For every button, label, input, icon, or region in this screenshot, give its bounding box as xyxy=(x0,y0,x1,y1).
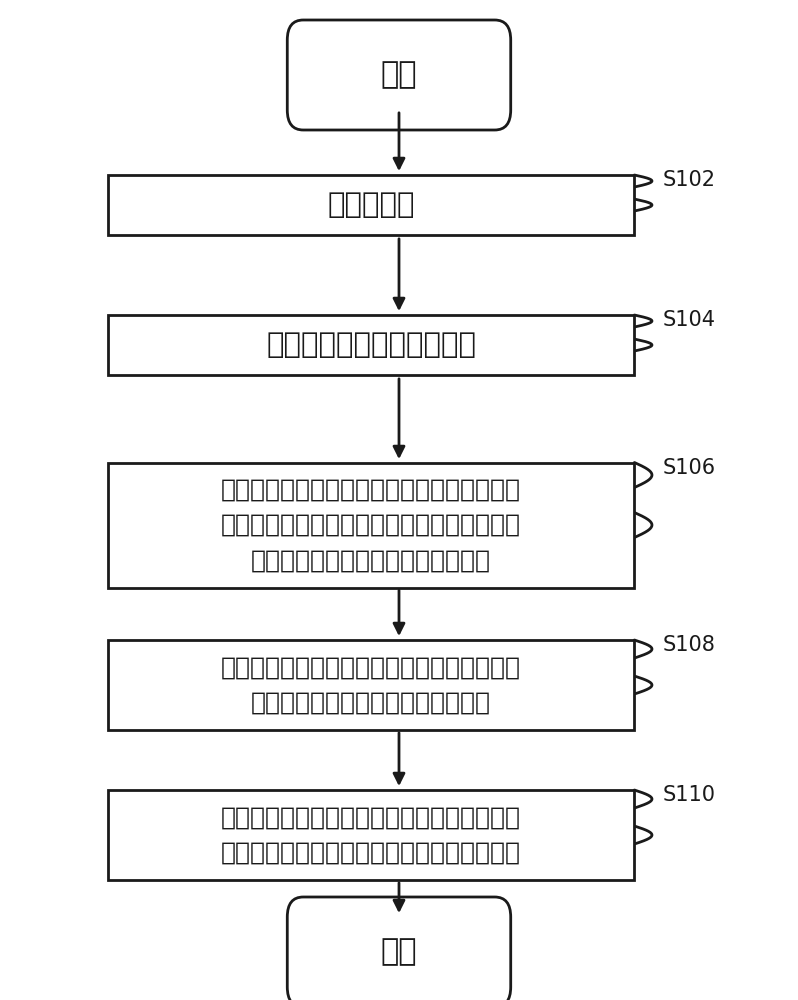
Bar xyxy=(108,315,634,375)
Text: S102: S102 xyxy=(662,170,715,190)
Text: 基于样本集，通过线性回归方式确定出与事件
结果参数相关的至少一个线性自变量: 基于样本集，通过线性回归方式确定出与事件 结果参数相关的至少一个线性自变量 xyxy=(221,655,521,715)
Text: 基于确定出的非线性自变量、每个非线性自变
量的节点数和线性自变量构建出信息预测模型: 基于确定出的非线性自变量、每个非线性自变 量的节点数和线性自变量构建出信息预测模… xyxy=(221,805,521,865)
Text: 获取样本集: 获取样本集 xyxy=(327,191,415,219)
Bar xyxy=(108,790,634,880)
Text: S104: S104 xyxy=(662,310,715,330)
Text: 开始: 开始 xyxy=(381,60,417,90)
FancyBboxPatch shape xyxy=(287,20,511,130)
Text: 基于样本集，通过单变量样条回归模型确定出
与事件结果参数具有非线性关系的非线性自变
量，确定每个非线性自变量的节点数: 基于样本集，通过单变量样条回归模型确定出 与事件结果参数具有非线性关系的非线性自… xyxy=(221,478,521,572)
Text: 结束: 结束 xyxy=(381,938,417,966)
Text: S108: S108 xyxy=(662,635,715,655)
Bar xyxy=(108,462,634,587)
Bar xyxy=(108,640,634,730)
FancyBboxPatch shape xyxy=(287,897,511,1000)
Text: S110: S110 xyxy=(662,785,715,805)
Text: S106: S106 xyxy=(662,458,716,478)
Text: 定义事件结果参数和自变量: 定义事件结果参数和自变量 xyxy=(266,331,476,359)
Bar xyxy=(108,175,634,235)
